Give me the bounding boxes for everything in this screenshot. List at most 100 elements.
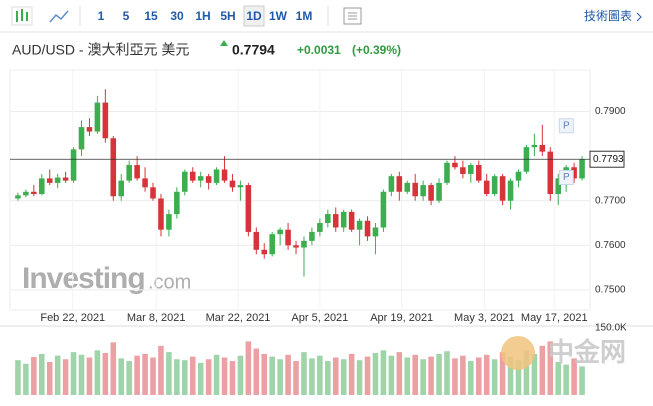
candle-body: [23, 191, 29, 196]
toolbar: 1 5 15 30 1H 5H 1D 1W 1M 技術圖表: [0, 5, 653, 33]
marker-box: [558, 118, 574, 134]
candle-body: [134, 165, 140, 179]
watermark-suffix: .com: [148, 271, 191, 293]
volume-bar: [158, 345, 164, 395]
interval-button[interactable]: 1W: [269, 9, 288, 23]
interval-button[interactable]: 1H: [195, 9, 210, 23]
volume-bar: [468, 361, 474, 395]
chart-link[interactable]: 技術圖表: [584, 9, 632, 23]
candle-body: [539, 144, 546, 152]
volume-bar: [364, 356, 371, 395]
volume-bar: [237, 355, 244, 395]
candle-body: [142, 178, 148, 188]
volume-bar: [499, 352, 506, 395]
volume-bar: [213, 354, 220, 395]
candle-body: [436, 182, 442, 201]
interval-button[interactable]: 1D: [246, 9, 262, 23]
interval-button[interactable]: 1M: [296, 9, 313, 23]
candle-body: [158, 198, 164, 230]
volume-bar: [380, 350, 387, 395]
y-tick-label: 0.7600: [595, 240, 626, 251]
candle-body: [356, 220, 363, 230]
candle-body: [221, 169, 228, 181]
candle-body: [364, 220, 371, 237]
candle-body: [269, 234, 275, 255]
candle-body: [444, 162, 450, 183]
volume-bar: [372, 353, 379, 395]
up-arrow: [220, 40, 228, 46]
volume-bar: [483, 354, 490, 395]
interval-button[interactable]: 1: [98, 9, 105, 23]
volume-bar: [134, 355, 140, 395]
candle-body: [189, 171, 196, 181]
change: +0.0031: [297, 43, 341, 57]
candle-body: [253, 231, 260, 250]
candle-body: [332, 214, 339, 228]
candle-body: [555, 178, 561, 195]
x-tick-label: May 17, 2021: [521, 312, 588, 324]
volume-bar: [110, 342, 117, 395]
candle-body: [452, 162, 458, 168]
candle-body: [428, 185, 434, 201]
price: 0.7794: [232, 42, 275, 58]
x-tick-label: Mar 22, 2021: [206, 312, 271, 324]
volume-bar: [285, 354, 291, 395]
candle-body: [229, 180, 236, 188]
candle-body: [309, 231, 315, 241]
volume-bar: [46, 361, 53, 395]
x-tick-label: May 3, 2021: [454, 312, 515, 324]
interval-button[interactable]: 5: [123, 9, 130, 23]
volume-bar: [523, 350, 530, 395]
candle-body: [205, 176, 212, 183]
x-tick-label: Feb 22, 2021: [40, 312, 105, 324]
volume-bar: [571, 358, 577, 395]
candle-body: [46, 178, 53, 183]
candle-body: [78, 127, 85, 150]
candle-body: [340, 211, 347, 228]
last-price-label: 0.7793: [593, 154, 624, 165]
volume-bar: [174, 359, 180, 395]
candle-body: [70, 149, 77, 181]
candle-body: [166, 214, 172, 230]
candle-body: [285, 229, 291, 246]
candle-body: [39, 178, 45, 195]
volume-bar: [142, 353, 148, 395]
interval-button[interactable]: 15: [144, 9, 158, 23]
x-tick-label: Apr 5, 2021: [291, 312, 348, 324]
candle-body: [475, 165, 482, 181]
volume-bar: [269, 356, 275, 395]
volume-bar: [332, 357, 339, 395]
volume-bar: [348, 353, 355, 395]
candle-body: [388, 176, 395, 192]
interval-button[interactable]: 30: [170, 9, 184, 23]
volume-bar: [436, 353, 442, 395]
candle-body: [15, 195, 21, 199]
volume-bar: [62, 359, 69, 395]
x-tick-label: Mar 8, 2021: [127, 312, 186, 324]
volume-bar: [325, 361, 331, 395]
volume-bar: [221, 357, 228, 395]
candle-body: [94, 102, 101, 132]
line-icon[interactable]: [49, 10, 69, 23]
candle-body: [531, 144, 538, 148]
candle-body: [213, 169, 220, 183]
interval-button[interactable]: 5H: [220, 9, 235, 23]
link-arrow: [636, 12, 642, 22]
candle-body: [380, 191, 387, 228]
volume-bar: [229, 361, 236, 395]
volume-bar: [118, 358, 125, 395]
volume-bar: [388, 355, 395, 395]
candle-body: [86, 127, 93, 132]
volume-bar: [205, 359, 212, 395]
volume-bar: [452, 358, 458, 395]
volume-bar: [261, 353, 268, 395]
candle-body: [348, 211, 355, 230]
candle-body: [110, 138, 117, 197]
symbol: AUD/USD - 澳大利亞元 美元: [12, 42, 189, 58]
volume-bar: [420, 359, 426, 395]
plot: 0.7900 0.7700 0.7600 0.7500 Feb 22, 2021 Mar …: [10, 70, 627, 395]
candle-body: [468, 165, 474, 174]
plot-frame: [9, 69, 591, 311]
candle-body: [182, 171, 188, 192]
